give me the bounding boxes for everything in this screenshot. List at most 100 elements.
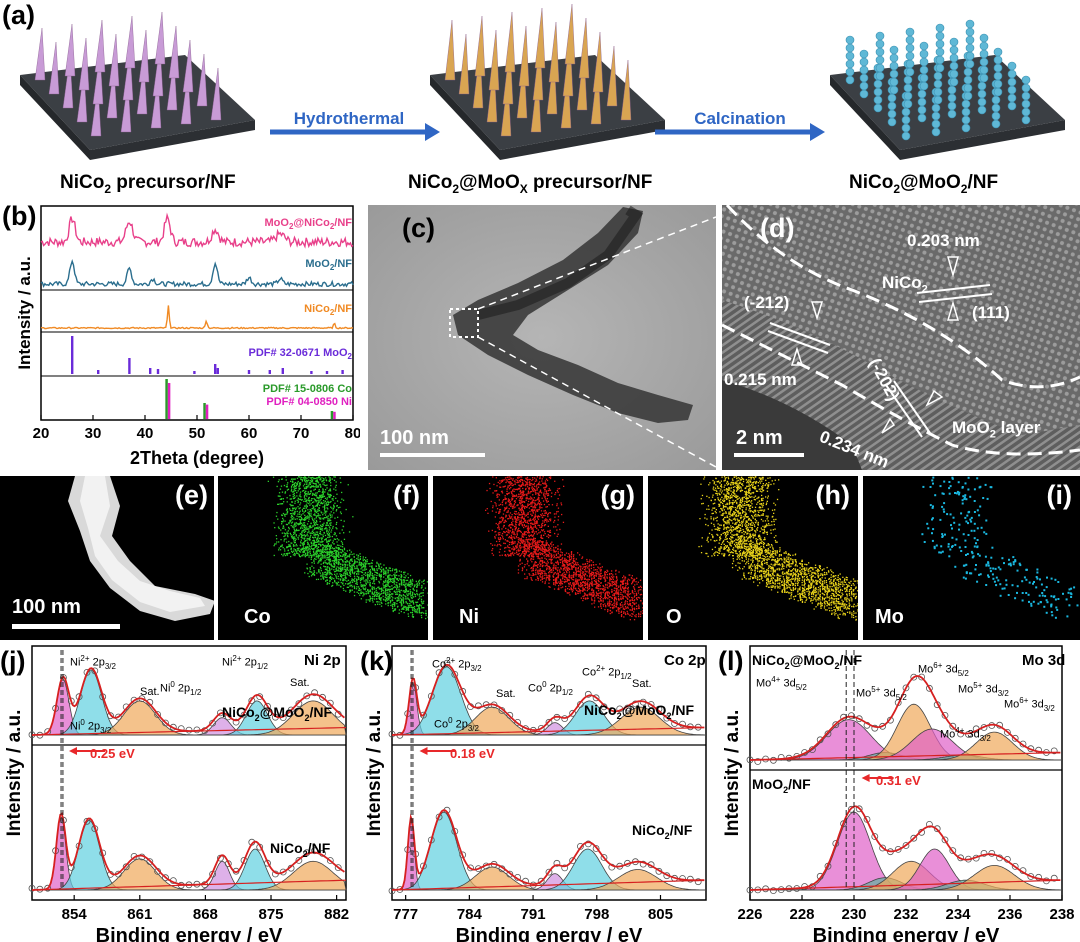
eds-dot: [411, 594, 413, 596]
eds-dot: [387, 569, 389, 571]
eds-dot: [542, 548, 544, 551]
eds-dot: [537, 566, 539, 569]
hrtem-scale-text: 2 nm: [736, 427, 783, 449]
eds-dot: [339, 477, 341, 479]
eds-dot: [522, 505, 524, 507]
eds-dot: [562, 573, 564, 575]
eds-dot: [331, 560, 333, 562]
eds-dot: [531, 510, 533, 512]
eds-dot: [338, 539, 340, 541]
eds-dot: [326, 558, 328, 561]
eds-dot: [496, 540, 498, 543]
eds-dot: [288, 526, 290, 529]
eds-dot: [591, 603, 593, 605]
eds-dot: [515, 524, 517, 526]
eds-dot: [318, 507, 320, 509]
panel-label-f: (f): [393, 480, 420, 510]
eds-dot: [613, 576, 615, 578]
nanorod-bead: [979, 65, 989, 75]
eds-dot: [545, 549, 548, 551]
eds-dot: [358, 563, 360, 565]
eds-dot: [525, 487, 527, 490]
eds-dot: [373, 592, 376, 594]
eds-dot: [550, 553, 553, 555]
eds-dot: [514, 510, 516, 513]
eds-dot: [327, 493, 329, 496]
eds-dot: [316, 539, 318, 541]
eds-dot: [306, 481, 308, 483]
eds-dot: [363, 593, 365, 595]
eds-dot: [575, 573, 577, 576]
xrd-ref-bar-moo2: [341, 370, 344, 374]
eds-dot: [400, 575, 403, 577]
eds-dot: [522, 536, 525, 538]
eds-dot: [548, 566, 550, 568]
eds-dot: [321, 495, 324, 498]
eds-dot: [326, 524, 328, 526]
eds-dot: [565, 577, 567, 579]
eds-dot: [596, 569, 598, 571]
eds-dot: [525, 539, 527, 541]
eds-dot: [503, 510, 505, 512]
eds-dot: [614, 582, 616, 584]
eds-dot: [352, 579, 354, 581]
eds-dot: [640, 586, 643, 589]
eds-dot: [375, 565, 377, 567]
eds-dot: [309, 527, 311, 529]
eds-dot: [328, 501, 330, 504]
eds-dot: [561, 554, 563, 556]
eds-dot: [367, 571, 369, 574]
eds-dot: [304, 529, 306, 531]
eds-dot: [504, 479, 506, 481]
eds-dot: [557, 533, 559, 535]
eds-dot: [310, 541, 312, 543]
eds-dot: [491, 549, 493, 552]
eds-dot: [357, 569, 360, 571]
eds-dot: [615, 605, 617, 607]
eds-dot: [314, 522, 317, 524]
eds-dot: [324, 549, 327, 551]
nanorod-bead: [845, 67, 855, 77]
eds-dot: [358, 578, 360, 580]
eds-dot: [537, 553, 540, 555]
spike: [504, 11, 516, 73]
eds-dot: [371, 586, 373, 588]
eds-dot: [592, 573, 595, 575]
eds-dot: [495, 505, 497, 507]
eds-dot: [308, 484, 310, 486]
eds-dot: [394, 608, 397, 610]
eds-dot: [411, 592, 414, 594]
eds-dot: [313, 544, 315, 546]
eds-dot: [409, 606, 411, 608]
eds-dot: [609, 584, 611, 586]
eds-dot: [535, 492, 537, 494]
eds-dot: [344, 576, 347, 578]
eds-dot: [542, 520, 544, 522]
eds-dot: [549, 529, 551, 532]
eds-dot: [520, 498, 523, 500]
eds-dot: [578, 574, 580, 576]
eds-dot: [301, 531, 303, 533]
eds-dot: [293, 491, 295, 493]
eds-dot: [335, 546, 337, 548]
eds-dot: [385, 597, 388, 600]
eds-dot: [311, 501, 314, 504]
eds-dot: [531, 531, 533, 533]
eds-dot: [331, 585, 333, 587]
eds-dot: [306, 549, 308, 551]
eds-dot: [404, 571, 406, 573]
eds-dot: [267, 480, 269, 482]
eds-dot: [639, 613, 642, 615]
eds-dot: [523, 546, 525, 548]
eds-dot: [348, 531, 351, 533]
eds-dot: [319, 518, 321, 520]
eds-dot: [305, 530, 307, 532]
eds-dot: [376, 591, 378, 593]
eds-dot: [306, 505, 308, 508]
eds-dot: [388, 594, 391, 597]
eds-dot: [631, 605, 633, 607]
eds-dot: [380, 601, 382, 604]
eds-dot: [298, 498, 300, 500]
nanorod-bead: [977, 105, 987, 115]
eds-dot: [606, 586, 608, 588]
